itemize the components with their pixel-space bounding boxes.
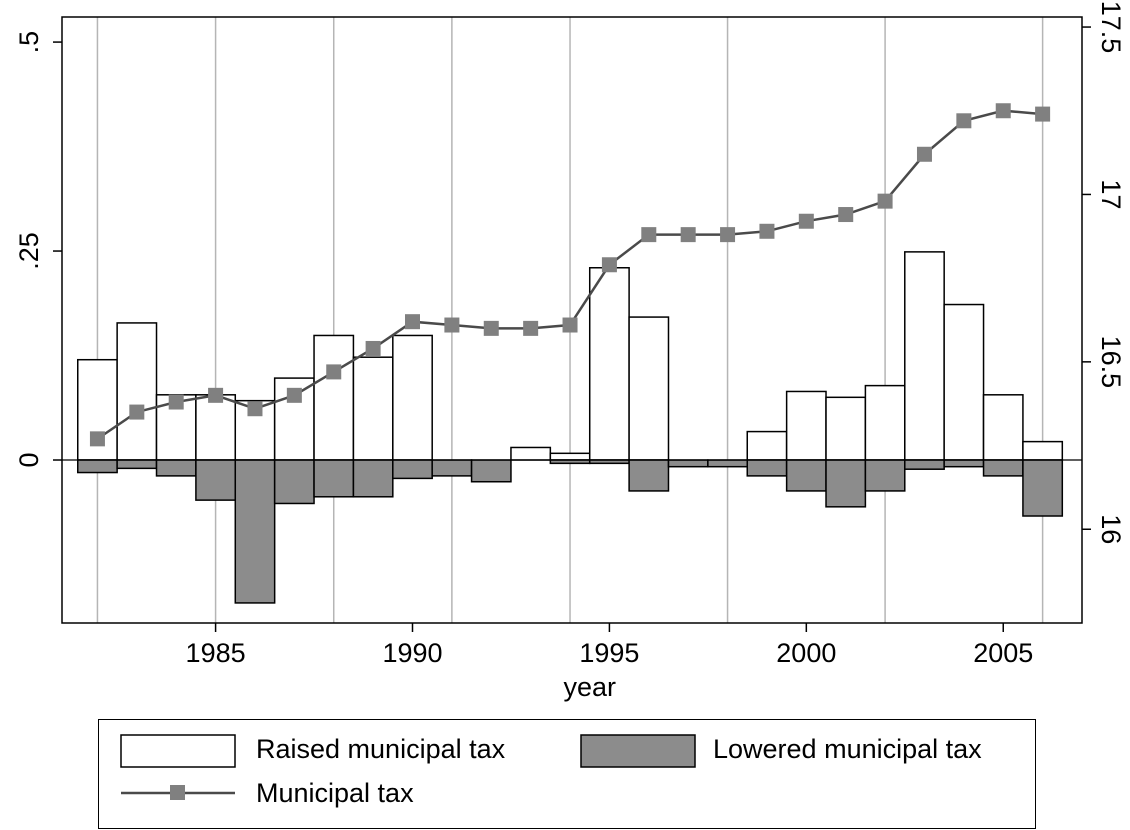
municipal-tax-marker xyxy=(326,364,342,380)
lowered-bar xyxy=(1022,459,1064,517)
right-y-tick-label: 17 xyxy=(1096,179,1126,209)
lowered-bar xyxy=(116,459,158,470)
lowered-bar xyxy=(943,459,985,468)
municipal-tax-marker xyxy=(365,340,381,356)
raised-bar xyxy=(785,390,827,461)
municipal-tax-marker xyxy=(405,314,421,330)
right-y-tick-label: 16 xyxy=(1096,514,1126,544)
axes: 1985 1990 1995 2000 2005 year .5 .25 0 17.5 17 16.5… xyxy=(14,1,1126,702)
lowered-bar xyxy=(785,459,827,492)
raised-bar xyxy=(864,384,906,461)
legend-raised-swatch xyxy=(120,734,236,768)
lowered-bar xyxy=(864,459,906,492)
lowered-bar xyxy=(707,459,749,468)
lowered-bar xyxy=(982,459,1024,477)
lowered-bar xyxy=(273,459,315,505)
lowered-bar xyxy=(195,459,237,501)
x-tick-label: 2005 xyxy=(973,638,1033,668)
raised-bar xyxy=(943,303,985,461)
municipal-tax-marker xyxy=(995,103,1011,119)
municipal-tax-marker xyxy=(89,431,105,447)
municipal-tax-marker xyxy=(916,146,932,162)
municipal-tax-marker xyxy=(956,113,972,129)
x-axis-title: year xyxy=(563,672,616,702)
raised-bar xyxy=(352,356,394,461)
legend-raised-label: Raised municipal tax xyxy=(256,734,506,764)
legend-symbols xyxy=(120,734,696,800)
legend: Raised municipal tax Lowered municipal t… xyxy=(98,719,1036,829)
right-y-tick-label: 16.5 xyxy=(1096,336,1126,389)
municipal-tax-marker xyxy=(168,394,184,410)
municipal-tax-marker xyxy=(641,227,657,243)
left-y-tick-label: .5 xyxy=(14,31,44,54)
lowered-bar xyxy=(431,459,473,477)
raised-bar xyxy=(628,316,670,461)
x-tick-label: 1990 xyxy=(382,638,442,668)
lowered-bar xyxy=(667,459,709,468)
municipal-tax-marker xyxy=(601,257,617,273)
raised-bar xyxy=(549,452,591,461)
raised-bar xyxy=(392,334,433,461)
lowered-bar xyxy=(470,459,512,483)
municipal-tax-marker xyxy=(523,320,539,336)
left-y-tick-label: 0 xyxy=(14,452,44,467)
municipal-tax-marker xyxy=(286,387,302,403)
lowered-bar xyxy=(77,459,118,474)
lowered-bar xyxy=(155,459,197,477)
municipal-tax-marker xyxy=(444,317,460,333)
legend-line-label: Municipal tax xyxy=(256,778,414,808)
left-y-tick-label: .25 xyxy=(14,232,44,270)
raised-bar xyxy=(116,322,158,461)
raised-bar xyxy=(588,267,630,461)
municipal-tax-marker xyxy=(720,227,736,243)
right-y-tick-label: 17.5 xyxy=(1096,1,1126,54)
municipal-tax-marker xyxy=(759,223,775,239)
x-tick-label: 1995 xyxy=(579,638,639,668)
lowered-bar xyxy=(904,459,945,470)
x-tick-label: 2000 xyxy=(776,638,836,668)
municipal-tax-marker xyxy=(1035,106,1051,122)
lowered-bar xyxy=(313,459,355,498)
municipal-tax-marker xyxy=(247,401,263,417)
municipal-tax-line xyxy=(89,103,1051,447)
x-tick-label: 1985 xyxy=(186,638,246,668)
legend-lowered-swatch xyxy=(580,734,696,768)
municipal-tax-marker xyxy=(877,193,893,209)
raised-bar xyxy=(746,430,788,461)
municipal-tax-marker xyxy=(129,404,145,420)
raised-bar xyxy=(1022,440,1064,461)
lowered-bar xyxy=(825,459,867,508)
raised-bar xyxy=(313,334,355,461)
municipal-tax-marker xyxy=(680,227,696,243)
legend-lowered-label: Lowered municipal tax xyxy=(713,734,982,764)
raised-bar xyxy=(825,396,867,461)
municipal-tax-marker xyxy=(208,387,224,403)
lowered-bar xyxy=(234,459,276,604)
raised-bar xyxy=(904,251,945,461)
legend-line-marker xyxy=(170,785,185,800)
municipal-tax-marker xyxy=(838,207,854,223)
raised-bar xyxy=(195,394,237,461)
bars xyxy=(77,251,1064,604)
lowered-bar xyxy=(352,459,394,498)
raised-bar xyxy=(982,394,1024,461)
raised-bar xyxy=(510,446,552,461)
lowered-bar xyxy=(628,459,670,492)
plot-frame xyxy=(61,16,1083,624)
lowered-bar xyxy=(392,459,433,480)
municipal-tax-marker xyxy=(483,320,499,336)
lowered-bar xyxy=(746,459,788,477)
municipal-tax-marker xyxy=(562,317,578,333)
municipal-tax-marker xyxy=(798,213,814,229)
